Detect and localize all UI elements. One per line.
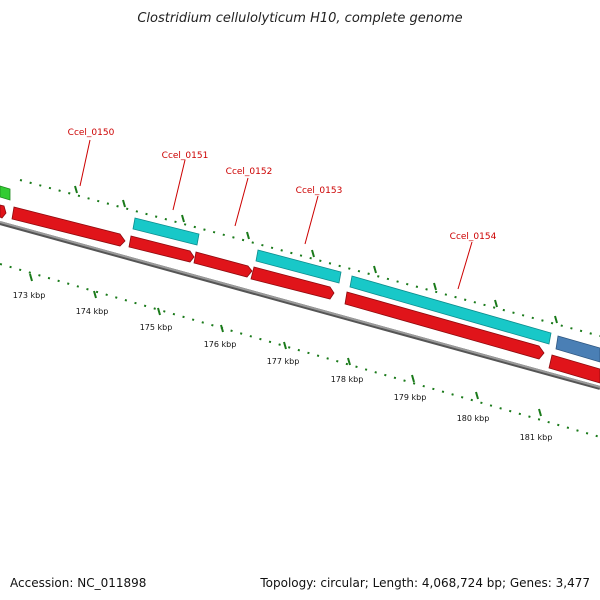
gene-ccel-0153-arrow[interactable] bbox=[255, 249, 342, 284]
gene-blue[interactable] bbox=[555, 335, 600, 363]
gc-track-lower bbox=[0, 263, 600, 438]
gene-label-ccel-0154[interactable]: Ccel_0154 bbox=[450, 232, 497, 242]
tick-label: 173 kbp bbox=[13, 291, 46, 300]
gene-label-ccel-0153[interactable]: Ccel_0153 bbox=[296, 186, 343, 196]
gene-label-ccel-0150[interactable]: Ccel_0150 bbox=[68, 128, 115, 138]
tick-label: 181 kbp bbox=[520, 433, 553, 442]
tick-label: 180 kbp bbox=[457, 414, 490, 423]
gene-ccel-0154-arrow[interactable] bbox=[349, 275, 552, 345]
gene-labels: Ccel_0150 Ccel_0151 Ccel_0152 Ccel_0153 … bbox=[68, 128, 497, 290]
tick-label: 177 kbp bbox=[267, 357, 300, 366]
cds-3[interactable] bbox=[193, 251, 253, 278]
gc-track-upper bbox=[19, 179, 600, 337]
map-title: Clostridium cellulolyticum H10, complete… bbox=[137, 11, 462, 26]
gene-label-ccel-0151[interactable]: Ccel_0151 bbox=[162, 151, 209, 161]
cds-5[interactable] bbox=[344, 291, 545, 360]
gene-ccel-0151-arrow[interactable] bbox=[132, 217, 200, 246]
topology-text: Topology: circular; Length: 4,068,724 bp… bbox=[259, 576, 590, 590]
cds-4[interactable] bbox=[250, 266, 335, 300]
scale-labels: 173 kbp 174 kbp 175 kbp 176 kbp 177 kbp … bbox=[13, 291, 553, 442]
gene-green-partial[interactable] bbox=[0, 185, 11, 201]
gene-label-ccel-0152[interactable]: Ccel_0152 bbox=[226, 167, 273, 177]
accession-text: Accession: NC_011898 bbox=[10, 576, 146, 590]
tick-label: 174 kbp bbox=[76, 307, 109, 316]
cds-left-partial[interactable] bbox=[0, 204, 7, 219]
tick-label: 179 kbp bbox=[394, 393, 427, 402]
tick-label: 175 kbp bbox=[140, 323, 173, 332]
forward-track bbox=[132, 217, 600, 363]
cds-track bbox=[0, 204, 600, 384]
cds-6[interactable] bbox=[548, 354, 600, 384]
cds-2[interactable] bbox=[128, 235, 195, 263]
tick-label: 176 kbp bbox=[204, 340, 237, 349]
backbone bbox=[0, 221, 600, 390]
cds-1[interactable] bbox=[11, 206, 126, 247]
tick-label: 178 kbp bbox=[331, 375, 364, 384]
